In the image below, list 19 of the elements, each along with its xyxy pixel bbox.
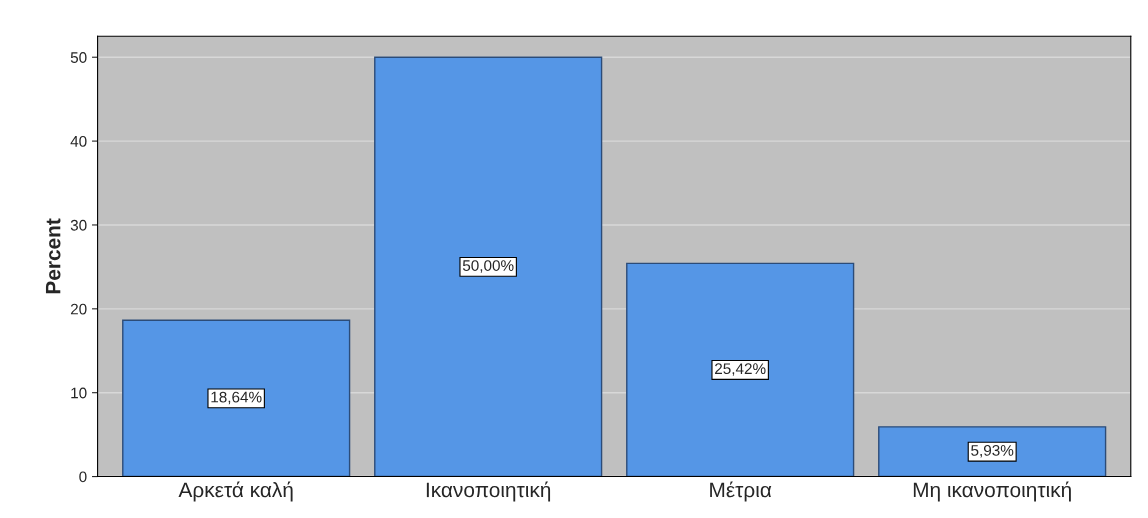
data-label: 50,00% — [462, 260, 514, 273]
data-label: 18,64% — [211, 391, 262, 405]
bar — [122, 319, 351, 477]
bar — [374, 56, 603, 477]
y-tick-label: 50 — [70, 52, 87, 63]
x-tick-label: Ικανοποιητική — [426, 481, 551, 502]
y-axis-title: Percent — [45, 218, 61, 294]
y-tick-label: 20 — [70, 303, 87, 315]
x-tick-label: Μέτρια — [710, 481, 772, 502]
y-tick-label: 40 — [70, 135, 87, 147]
y-tick-label: 30 — [70, 219, 87, 231]
x-tick-label: Μη ικανοποιητική — [913, 481, 1071, 502]
data-label: 25,42% — [715, 363, 766, 376]
y-tick-label: 0 — [79, 471, 87, 483]
bar — [878, 426, 1107, 477]
bar — [626, 262, 855, 477]
x-tick-label: Αρκετά καλή — [178, 481, 293, 502]
data-label: 5,93% — [971, 444, 1014, 458]
y-tick-label: 10 — [71, 387, 87, 399]
